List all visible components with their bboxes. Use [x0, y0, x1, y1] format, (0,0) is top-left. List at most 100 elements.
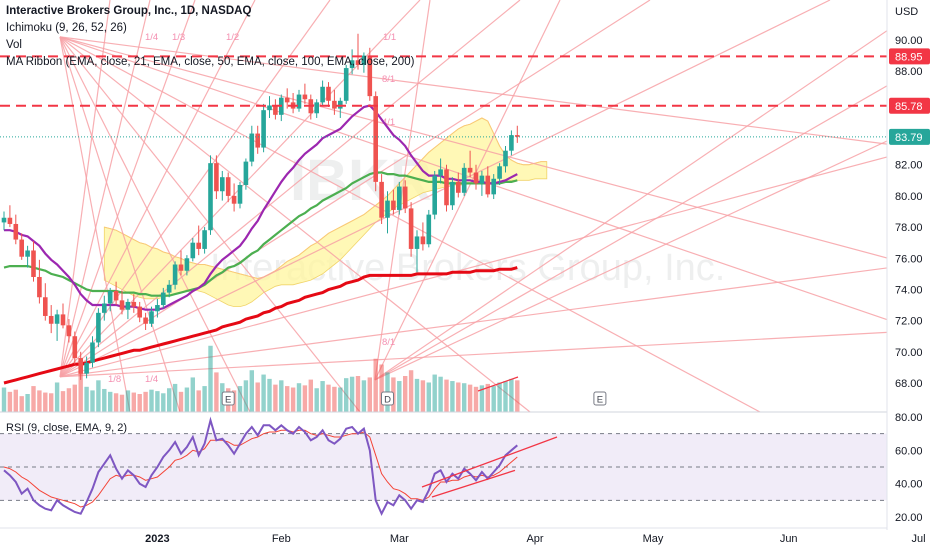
legend-rsi[interactable]: RSI (9, close, EMA, 9, 2): [6, 422, 127, 434]
price-badge-label: 85.78: [895, 101, 923, 113]
candle: [408, 202, 414, 257]
candle: [497, 163, 502, 185]
candle: [438, 158, 443, 184]
fan-line: [59, 36, 887, 259]
fan-line: [59, 0, 651, 378]
price-badge-box: [889, 128, 930, 145]
volume-bar: [202, 386, 207, 412]
candle-body: [102, 303, 107, 313]
candle-body: [214, 163, 219, 192]
candle: [332, 89, 337, 115]
candle-body: [391, 200, 396, 210]
fan-line: [59, 36, 181, 412]
candle-body: [373, 96, 378, 182]
volume-bar: [361, 380, 367, 412]
candle-body: [273, 105, 278, 115]
price-badge-box: [889, 48, 930, 65]
candle-body: [7, 217, 13, 224]
legend-volume[interactable]: Vol: [6, 39, 22, 51]
legend-ichimoku-label: Ichimoku (9, 26, 52, 26): [6, 22, 127, 34]
legend-ichimoku[interactable]: Ichimoku (9, 26, 52, 26): [6, 22, 127, 34]
candle-body: [48, 315, 54, 324]
candle-body: [72, 336, 78, 359]
legend-ma-ribbon-label: MA Ribbon (EMA, close, 21, EMA, close, 5…: [6, 56, 415, 68]
candle: [1, 211, 7, 231]
volume-bar: [131, 392, 136, 412]
candle-body: [231, 195, 237, 204]
fan-label: 4/1: [382, 117, 395, 128]
volume-bar: [302, 385, 308, 412]
candle: [48, 305, 54, 334]
volume-bar: [332, 386, 337, 412]
rsi-tick-label: 80.00: [895, 412, 923, 424]
candle-body: [402, 186, 408, 209]
volume-bar: [515, 380, 520, 412]
symbol-title[interactable]: Interactive Brokers Group, Inc., 1D, NAS…: [6, 5, 251, 17]
volume-bar: [397, 381, 402, 412]
fan-label: 1/3: [172, 32, 185, 43]
volume-bar: [308, 379, 313, 412]
volume-bar: [338, 387, 343, 412]
volume-bar: [78, 365, 83, 412]
candle-body: [184, 258, 190, 271]
candle-body: [414, 236, 420, 249]
volume-bar: [432, 374, 437, 412]
candle: [54, 309, 60, 341]
fan-line: [59, 0, 521, 378]
rsi-line: [3, 416, 518, 517]
candle: [231, 183, 237, 212]
candle-body: [84, 362, 89, 374]
volume-bar: [13, 389, 18, 412]
candle-body: [361, 55, 367, 65]
fan-line: [59, 36, 251, 412]
fan-line: [59, 36, 887, 145]
currency-label: USD: [895, 6, 918, 18]
fan-line: [374, 140, 887, 381]
volume-bar: [467, 384, 473, 412]
candle: [178, 250, 184, 276]
candle: [273, 99, 278, 120]
candle-body: [60, 314, 66, 326]
volume-bar: [497, 382, 502, 412]
volume-bar: [320, 381, 325, 412]
volume-bar: [249, 370, 254, 412]
volume-bar: [214, 372, 219, 412]
candle-body: [96, 312, 101, 343]
volume-bar: [37, 390, 42, 412]
candle-body: [54, 314, 60, 324]
candle: [343, 64, 349, 104]
volume-bar: [450, 381, 455, 412]
candle: [290, 93, 296, 114]
candle: [13, 214, 19, 245]
time-tick-label: Mar: [390, 533, 409, 545]
candle: [184, 255, 190, 276]
volume-bar: [485, 383, 490, 412]
candle-body: [326, 86, 331, 101]
candle-body: [397, 186, 402, 210]
candle-body: [143, 317, 148, 324]
volume-bar: [113, 393, 119, 412]
legend-rsi-label: RSI (9, close, EMA, 9, 2): [6, 422, 128, 434]
candle-body: [284, 97, 290, 103]
candle-body: [113, 291, 119, 301]
candle: [349, 49, 355, 75]
candle: [166, 280, 172, 298]
candle-body: [485, 175, 491, 195]
volume-bar: [54, 382, 60, 412]
candle: [385, 191, 390, 234]
candle-body: [255, 133, 260, 148]
price-tick-label: 88.00: [895, 66, 923, 78]
candle: [302, 83, 308, 104]
candle: [125, 298, 131, 320]
fan-line: [59, 331, 887, 378]
candle-body: [438, 169, 443, 176]
legend-ma-ribbon[interactable]: MA Ribbon (EMA, close, 21, EMA, close, 5…: [6, 56, 414, 68]
volume-bar: [491, 386, 496, 412]
candle-body: [190, 242, 196, 259]
candle-body: [432, 175, 437, 215]
candle-body: [473, 172, 479, 184]
candle: [84, 356, 89, 379]
candle-body: [202, 230, 207, 249]
candle: [66, 319, 72, 343]
